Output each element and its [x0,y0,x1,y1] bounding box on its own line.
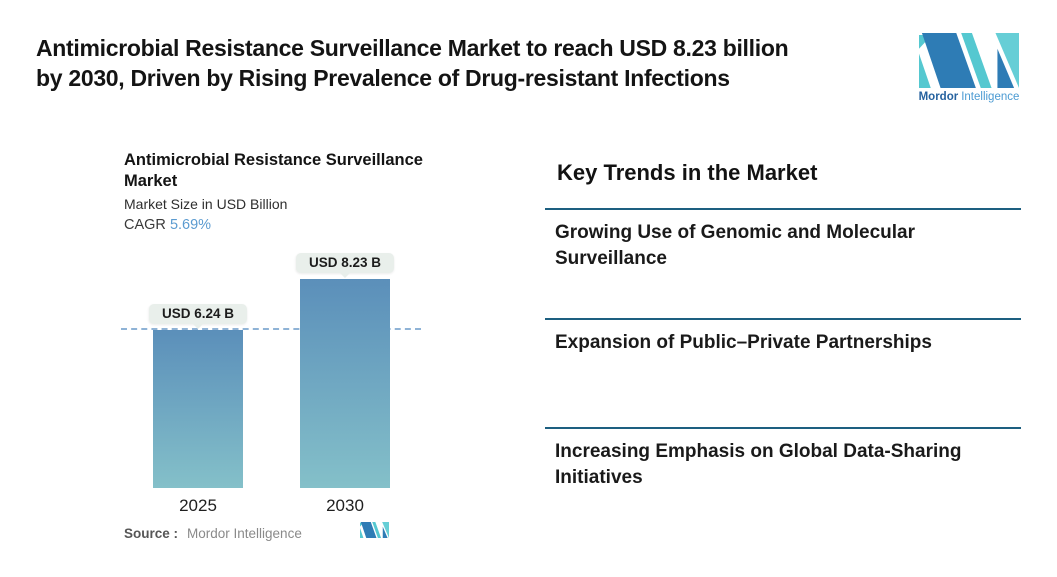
mordor-logo-icon [919,33,1019,88]
reference-dashed-line [121,328,421,330]
bar-2030 [300,279,390,488]
page-title: Antimicrobial Resistance Surveillance Ma… [36,33,789,93]
brand-logo: Mordor Intelligence [916,33,1022,103]
chart-subtitle: Market Size in USD Billion [124,196,288,212]
brand-name: Mordor Intelligence [916,91,1022,103]
trend-item-1: Growing Use of Genomic and Molecular Sur… [545,208,1021,318]
page-title-line1: Antimicrobial Resistance Surveillance Ma… [36,35,789,61]
bar-value-callout-2030: USD 8.23 B [295,253,395,273]
source-value: Mordor Intelligence [187,526,302,541]
source-brand-mark [360,522,389,538]
bar-plot: USD 6.24 B 2025 USD 8.23 B 2030 [121,250,461,515]
chart-cagr: CAGR 5.69% [124,217,211,233]
key-trends-heading: Key Trends in the Market [557,160,818,185]
brand-name-light: Intelligence [961,91,1020,103]
cagr-label: CAGR [124,217,166,233]
source-line: Source : Mordor Intelligence [124,526,302,541]
brand-name-bold: Mordor [918,91,959,103]
page-title-line2: by 2030, Driven by Rising Prevalence of … [36,65,730,91]
x-axis-label-2025: 2025 [179,496,217,515]
chart-title: Antimicrobial Resistance Surveillance Ma… [124,150,423,192]
chart-title-line2: Market [124,172,178,190]
source-label: Source : [124,526,179,541]
key-trends-panel: Key Trends in the Market Growing Use of … [545,160,1021,537]
chart-title-line1: Antimicrobial Resistance Surveillance [124,151,423,169]
mordor-logo-small-icon [360,522,389,538]
bar-value-callout-2025: USD 6.24 B [148,304,248,324]
trend-item-2: Expansion of Public–Private Partnerships [545,318,1021,427]
trend-item-3: Increasing Emphasis on Global Data-Shari… [545,427,1021,537]
bar-2025 [153,330,243,488]
x-axis-label-2030: 2030 [326,496,364,515]
cagr-value: 5.69% [169,217,212,233]
